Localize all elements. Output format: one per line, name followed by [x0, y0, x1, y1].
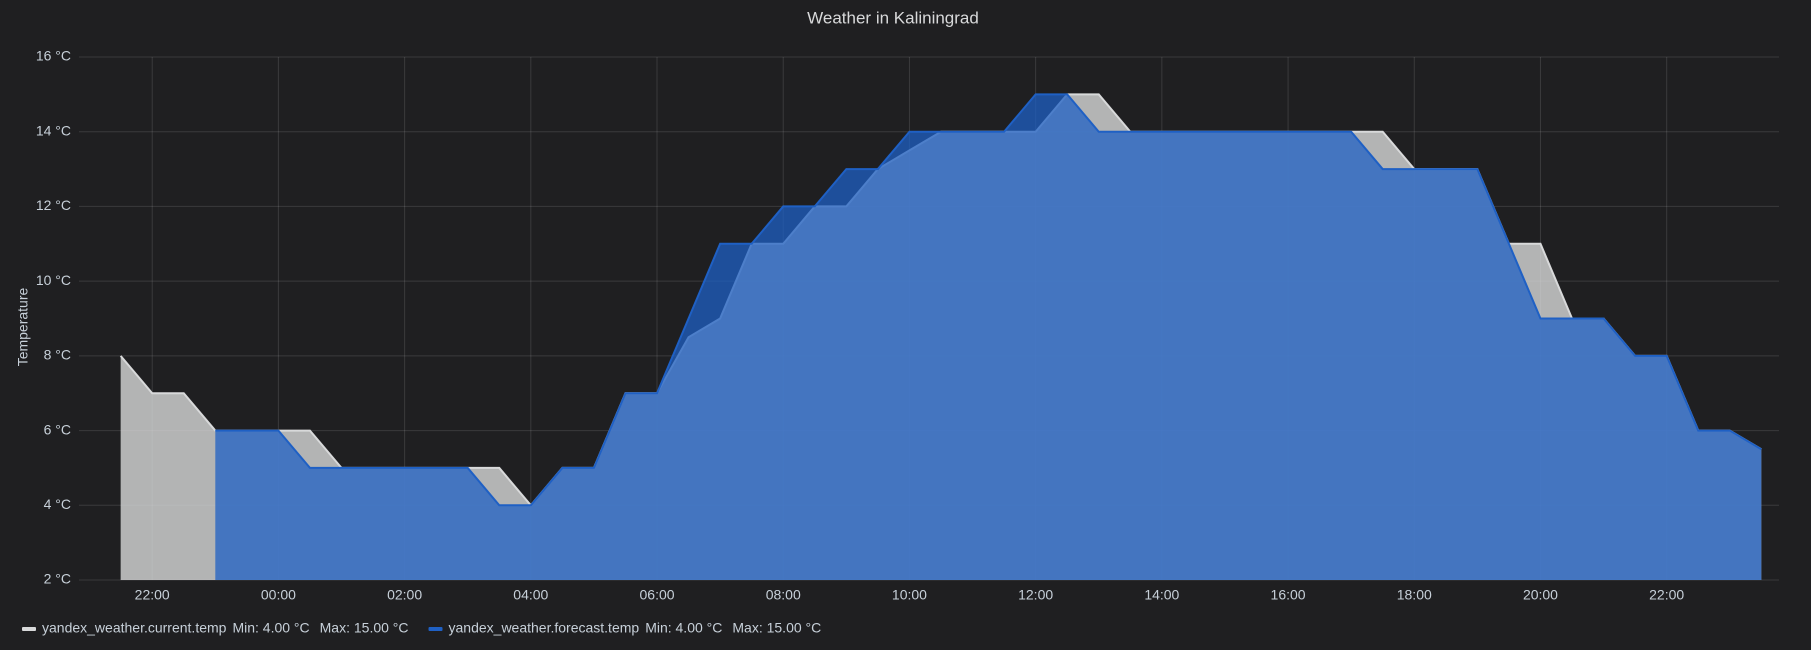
y-axis-label: Temperature — [15, 287, 31, 366]
y-tick-label: 4 °C — [44, 496, 71, 512]
x-tick-label: 16:00 — [1271, 587, 1306, 603]
x-tick-label: 06:00 — [640, 587, 675, 603]
y-tick-label: 8 °C — [44, 347, 71, 363]
series-line — [215, 93, 1762, 507]
legend-text: yandex_weather.current.temp — [42, 620, 227, 636]
x-tick-label: 10:00 — [892, 587, 927, 603]
x-tick-label: 20:00 — [1523, 587, 1558, 603]
x-tick-label: 18:00 — [1397, 587, 1432, 603]
x-tick-label: 00:00 — [261, 587, 296, 603]
chart-title: Weather in Kaliningrad — [807, 8, 979, 27]
x-tick-label: 14:00 — [1144, 587, 1179, 603]
y-tick-label: 14 °C — [36, 122, 71, 138]
x-tick-label: 12:00 — [1018, 587, 1053, 603]
y-tick-label: 6 °C — [44, 421, 71, 437]
series-area — [215, 94, 1762, 580]
legend-text: Min: 4.00 °C — [232, 620, 309, 636]
x-tick-label: 04:00 — [513, 587, 548, 603]
legend-text: Max: 15.00 °C — [732, 620, 821, 636]
legend-text: yandex_weather.forecast.temp — [449, 620, 640, 636]
x-tick-label: 22:00 — [1649, 587, 1684, 603]
y-tick-label: 12 °C — [36, 197, 71, 213]
legend-swatch — [22, 627, 36, 631]
x-tick-label: 08:00 — [766, 587, 801, 603]
y-tick-label: 2 °C — [44, 571, 71, 587]
y-tick-label: 10 °C — [36, 272, 71, 288]
y-tick-label: 16 °C — [36, 48, 71, 64]
legend-text: Max: 15.00 °C — [320, 620, 409, 636]
legend-swatch — [428, 627, 443, 631]
x-tick-label: 22:00 — [135, 587, 170, 603]
legend-text: Min: 4.00 °C — [645, 620, 722, 636]
x-tick-label: 02:00 — [387, 587, 422, 603]
